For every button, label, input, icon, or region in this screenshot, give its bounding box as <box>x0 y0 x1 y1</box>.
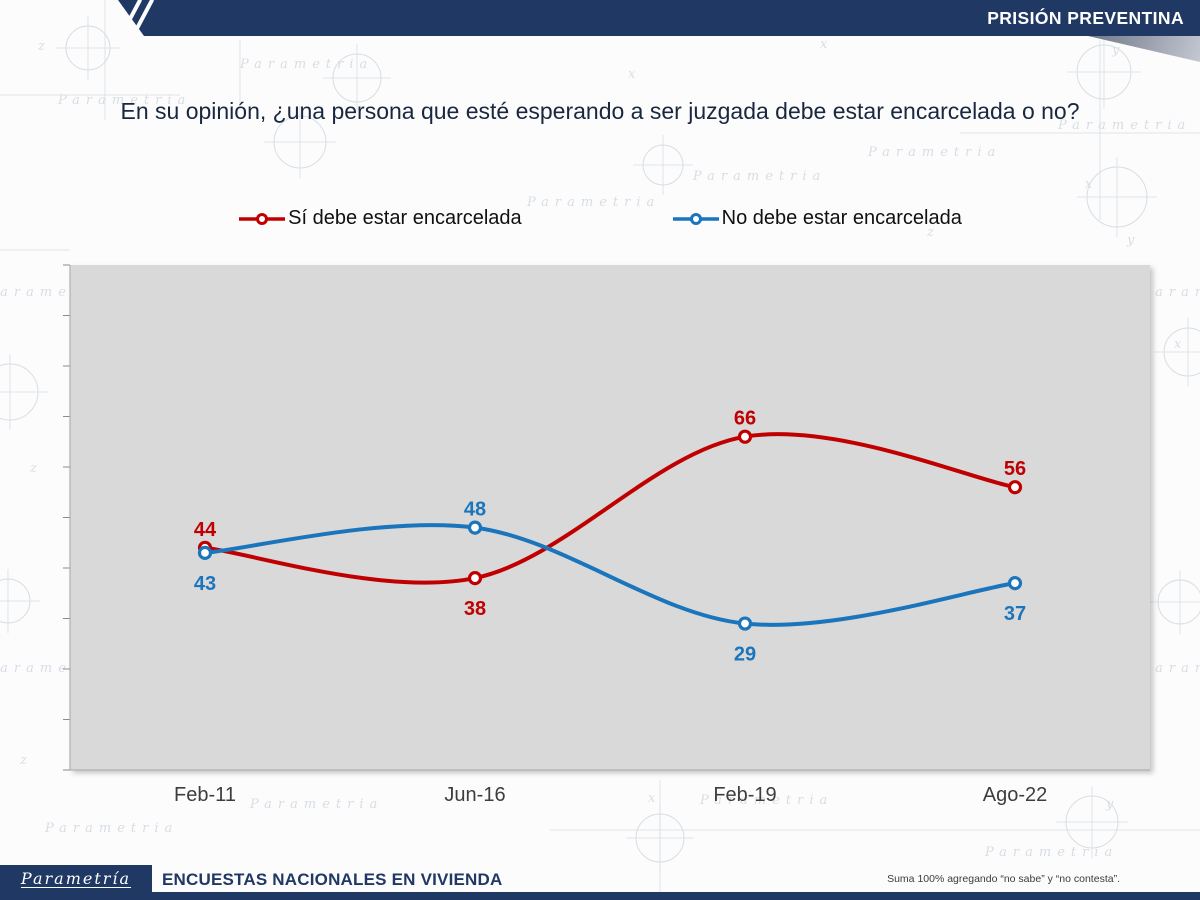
data-label: 37 <box>1004 603 1026 625</box>
watermark-letter: x <box>820 37 828 52</box>
watermark-letter: z <box>37 39 45 54</box>
x-axis-label: Jun-16 <box>444 784 506 806</box>
watermark-text: Parametria <box>692 169 826 184</box>
legend-line-marker-icon <box>672 212 719 225</box>
watermark-letter: y <box>1111 43 1120 58</box>
data-point-marker <box>1007 576 1023 591</box>
data-point-marker <box>737 616 753 631</box>
x-axis-label: Feb-19 <box>713 784 777 806</box>
watermark-letter: y <box>1105 797 1114 812</box>
footer-note: Suma 100% agregando “no sabe” y “no cont… <box>887 873 1120 885</box>
legend-label-si-debe: Sí debe estar encarcelada <box>288 207 522 229</box>
watermark-text: Parametria <box>44 821 178 836</box>
data-point-marker <box>1007 480 1023 495</box>
parametria-logo: Parametría <box>0 865 152 892</box>
watermark-letter: x <box>1174 337 1182 352</box>
data-label: 29 <box>734 644 756 666</box>
legend-label-no-debe: No debe estar encarcelada <box>721 207 962 229</box>
series-line-0 <box>203 432 1017 585</box>
watermark-text: Parametria <box>1057 118 1191 133</box>
data-label: 66 <box>734 408 756 430</box>
watermark-text: Parametria <box>526 195 660 210</box>
watermark-letter: z <box>19 753 27 768</box>
watermark-letter: y <box>1126 233 1135 248</box>
data-label: 56 <box>1004 458 1026 480</box>
x-axis-labels: Feb-11 Jun-16 Feb-19 Ago-22 <box>70 784 1150 812</box>
data-label: 44 <box>194 519 217 541</box>
legend-line-marker-icon <box>239 212 286 225</box>
data-point-marker <box>737 429 753 444</box>
chart-legend: Sí debe estar encarcelada No debe estar … <box>0 207 1200 230</box>
parametria-logo-text: Parametría <box>20 869 132 888</box>
watermark-text: Parametria <box>867 145 1001 160</box>
watermark-letter: x <box>628 67 636 82</box>
data-label: 38 <box>464 598 486 620</box>
line-chart: 44 38 66 56 43 48 29 37 <box>63 264 1150 771</box>
watermark-text: Parametria <box>249 797 383 812</box>
watermark-letter: x <box>648 791 656 806</box>
watermark-text: Parametria <box>239 57 373 72</box>
x-axis-label: Ago-22 <box>982 784 1048 806</box>
data-point-marker <box>467 520 483 535</box>
data-label: 48 <box>464 499 486 521</box>
watermark-text: Parametria <box>1140 285 1200 300</box>
watermark-letter: x <box>1085 177 1093 192</box>
watermark-text: Parametria <box>57 93 191 108</box>
data-point-marker <box>197 545 213 560</box>
data-label: 43 <box>194 573 216 595</box>
x-axis-label: Feb-11 <box>174 784 236 806</box>
data-point-marker <box>467 571 483 586</box>
chart-plot-area: 44 38 66 56 43 48 29 37 <box>63 264 1150 771</box>
watermark-text: Parametria <box>984 845 1118 860</box>
header-ribbon: PRISIÓN PREVENTINA <box>118 0 1200 36</box>
series-line-1 <box>203 523 1017 627</box>
watermark-text: Parametria <box>1140 661 1200 676</box>
footer-bar <box>0 892 1200 900</box>
footer-subtitle: ENCUESTAS NACIONALES EN VIVIENDA <box>162 870 503 889</box>
watermark-letter: z <box>926 225 934 240</box>
legend-item-si-debe: Sí debe estar encarcelada <box>238 207 522 230</box>
watermark-text: Parametria <box>699 793 833 808</box>
watermark-letter: z <box>29 461 37 476</box>
page-header-title: PRISIÓN PREVENTINA <box>987 7 1184 28</box>
legend-item-no-debe: No debe estar encarcelada <box>672 207 962 230</box>
survey-question-title: En su opinión, ¿una persona que esté esp… <box>120 98 1080 124</box>
